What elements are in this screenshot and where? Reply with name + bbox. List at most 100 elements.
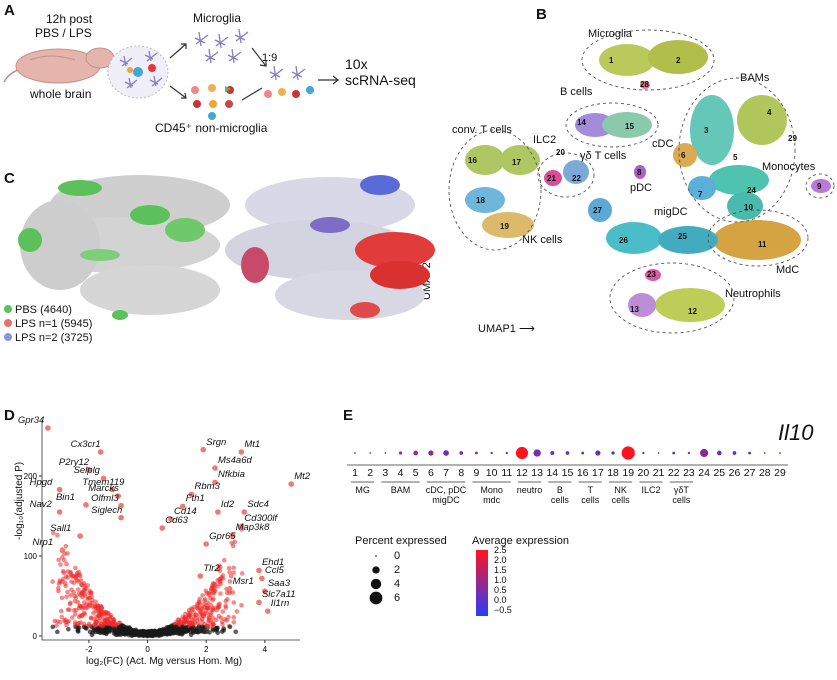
- volcano-point: [99, 623, 104, 628]
- volcano-point: [75, 587, 81, 592]
- group-label: γδT cells: [672, 485, 691, 505]
- cluster-number: 16: [468, 156, 477, 165]
- cluster-label: 3: [382, 467, 389, 479]
- volcano-point: [188, 632, 194, 638]
- umap-label-ilc2: ILC2: [533, 134, 557, 146]
- volcano-point: [69, 615, 75, 620]
- umap-label-microglia: Microglia: [588, 28, 633, 40]
- cluster-label: 5: [412, 467, 419, 479]
- labeled-gene-point: [188, 491, 195, 498]
- labeled-gene-point: [256, 567, 262, 574]
- volcano-point: [205, 624, 210, 629]
- volcano-point: [77, 573, 83, 579]
- cluster-number: 4: [767, 108, 772, 117]
- volcano-point: [210, 626, 216, 632]
- volcano-point: [215, 630, 220, 636]
- size-legend-label: 6: [394, 592, 401, 604]
- cluster-number: 23: [647, 270, 656, 279]
- volcano-point: [63, 543, 69, 549]
- cluster-number: 19: [500, 222, 509, 231]
- volcano-point: [188, 621, 193, 627]
- volcano-point: [224, 618, 230, 623]
- cluster-number: 5: [733, 153, 738, 162]
- mouse-icon: [3, 47, 115, 84]
- volcano-point: [136, 633, 141, 638]
- expression-dot: [354, 452, 356, 454]
- cluster-number: 17: [512, 158, 521, 167]
- volcano-point: [87, 623, 92, 629]
- expression-dot: [384, 452, 387, 454]
- labeled-gene-point: [100, 475, 107, 482]
- legend-item-lps1: LPS n=1 (5945): [4, 317, 92, 331]
- cluster-label: 16: [576, 467, 589, 479]
- labeled-gene-point: [256, 599, 262, 606]
- cluster-number: 11: [758, 240, 767, 249]
- volcano-point: [55, 585, 61, 591]
- size-legend-label: 0: [394, 550, 401, 562]
- expression-dot: [657, 452, 660, 454]
- volcano-point: [73, 565, 78, 571]
- size-legend-label: 2: [394, 564, 401, 576]
- legend-swatch: [4, 333, 12, 341]
- cluster-label: 12: [516, 467, 528, 479]
- volcano-point: [62, 558, 67, 563]
- whole-brain-label: whole brain: [30, 87, 92, 101]
- cluster-number: 15: [625, 122, 634, 131]
- volcano-point: [151, 628, 157, 634]
- volcano-point: [75, 599, 81, 605]
- expression-dot: [779, 452, 781, 454]
- gene-label: Rbm3: [194, 481, 220, 493]
- cluster-label: 2: [367, 467, 374, 479]
- condition-legend: PBS (4640) LPS n=1 (5945) LPS n=2 (3725): [4, 303, 92, 345]
- volcano-point: [95, 627, 101, 633]
- labeled-gene-point: [56, 509, 63, 515]
- volcano-point: [58, 562, 63, 567]
- gene-label: P2ry12: [58, 456, 90, 468]
- process-arrows: [169, 43, 339, 101]
- volcano-point: [74, 573, 80, 578]
- volcano-point: [221, 557, 227, 563]
- expression-dot: [642, 451, 645, 455]
- cluster-label: 22: [667, 467, 680, 479]
- cluster-label: 20: [637, 467, 650, 479]
- labeled-gene-point: [109, 486, 116, 493]
- labeled-gene-point: [97, 449, 104, 455]
- labeled-gene-point: [118, 514, 124, 521]
- expression-dot: [505, 451, 508, 455]
- gene-label: Gpr34: [17, 415, 45, 426]
- cluster-number: 27: [593, 206, 602, 215]
- gene-label: Olfml3: [91, 492, 119, 504]
- non-microglia-cells-icon: [191, 84, 234, 120]
- volcano-point: [116, 628, 121, 633]
- volcano-point: [59, 614, 65, 620]
- volcano-point: [64, 561, 69, 567]
- condition-line-2: PBS / LPS: [35, 26, 92, 40]
- labeled-gene-point: [241, 509, 248, 515]
- labeled-gene-point: [86, 466, 92, 473]
- cell-mixture-icon: [107, 45, 169, 99]
- cluster-number: 12: [688, 307, 697, 316]
- volcano-point: [197, 596, 202, 602]
- volcano-point: [206, 615, 212, 620]
- panel-label-a: A: [4, 2, 15, 19]
- cluster-label: 27: [743, 467, 756, 479]
- umap-label-neutrophils: Neutrophils: [725, 288, 781, 300]
- volcano-point: [233, 629, 239, 635]
- panel-label-d: D: [4, 407, 15, 424]
- size-legend-dot: [369, 591, 383, 605]
- x-tick-label: -2: [85, 645, 93, 654]
- gene-label: Gpr65: [209, 531, 236, 542]
- cluster-label: 19: [622, 467, 635, 479]
- labeled-gene-point: [226, 586, 233, 592]
- cluster-label: 21: [652, 467, 665, 479]
- color-legend-label: −0.5: [494, 605, 512, 615]
- gene-label: Sall1: [50, 523, 72, 534]
- volcano-point: [231, 600, 237, 605]
- expression-dot: [398, 451, 403, 455]
- y-tick-label: 200: [24, 472, 38, 481]
- cluster-label: 7: [443, 467, 449, 479]
- volcano-point: [106, 628, 112, 634]
- volcano-point: [79, 604, 84, 609]
- color-legend-label: 0.5: [494, 585, 507, 595]
- umap-label-monocytes: Monocytes: [762, 161, 816, 173]
